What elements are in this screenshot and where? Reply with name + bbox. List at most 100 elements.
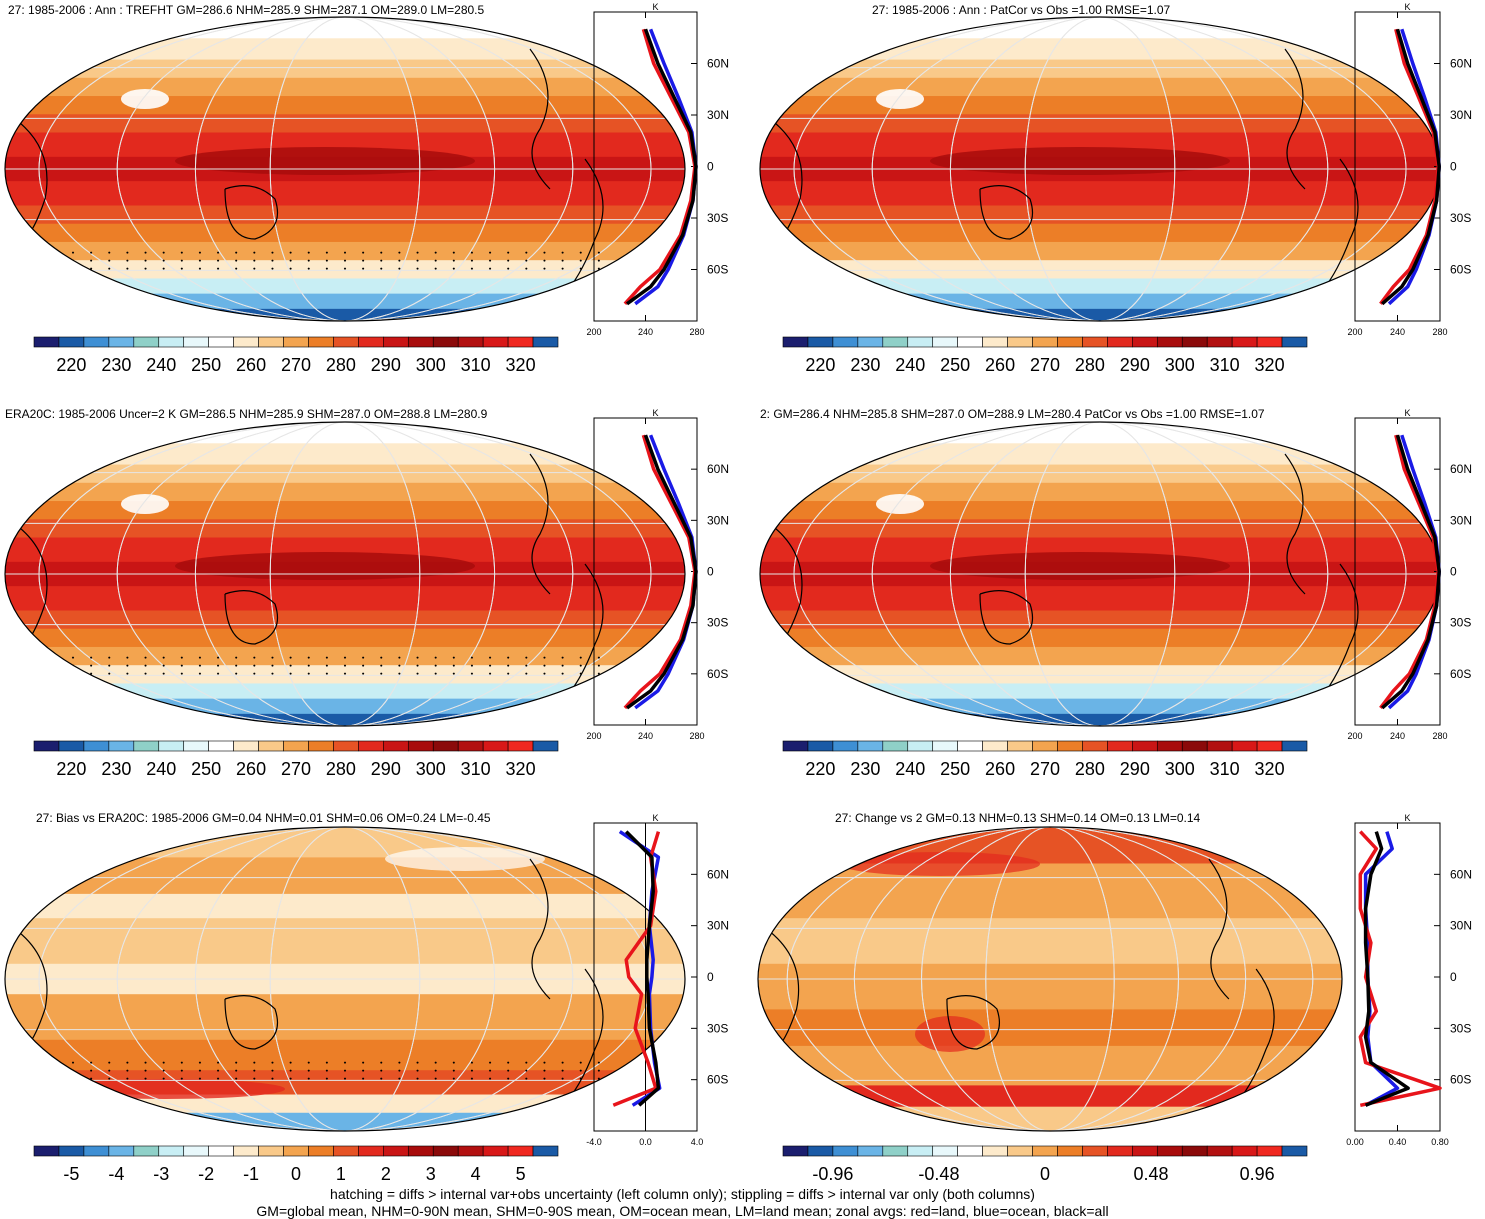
- x-tick-label: 0.80: [1431, 1137, 1449, 1147]
- colorbar-swatch: [932, 1145, 958, 1157]
- zonal-line-all: [625, 28, 698, 306]
- stipple-dot: [561, 259, 564, 262]
- colorbar-label: -0.96: [812, 1164, 853, 1184]
- colorbar-swatch: [58, 1145, 85, 1157]
- stipple-dot: [307, 259, 310, 262]
- colorbar-swatch: [308, 1145, 334, 1157]
- stipple-dot: [416, 664, 419, 667]
- stipple-dot: [198, 1069, 201, 1072]
- lat-label: 30N: [1450, 513, 1472, 527]
- colorbar-label: 230: [101, 759, 131, 779]
- stipple-dot: [344, 1069, 346, 1072]
- stipple-dot: [72, 1061, 74, 1064]
- stipple-dot: [126, 672, 129, 675]
- colorbar-label: 240: [895, 355, 925, 375]
- stipple-dot: [108, 1077, 111, 1080]
- stipple-dot: [597, 1077, 600, 1080]
- stipple-dot: [217, 267, 220, 270]
- stipple-dot: [126, 664, 129, 667]
- warm-pool: [930, 552, 1230, 580]
- stipple-dot: [108, 259, 111, 262]
- map-panel-4: [759, 421, 1441, 727]
- stipple-dot: [489, 656, 492, 659]
- stipple-dot: [362, 656, 365, 659]
- stipple-dot: [217, 672, 220, 675]
- map-band-1: [5, 443, 685, 466]
- colorbar-swatch: [457, 336, 484, 348]
- colorbar-swatch: [432, 740, 459, 752]
- zonal-plot-3: 60N 30N 0 30S 60S 200 240 280 K: [586, 408, 729, 741]
- meridian-6: [921, 827, 1179, 1131]
- stipple-dot: [434, 664, 437, 667]
- stipple-dot: [198, 656, 201, 659]
- stipple-dot: [561, 251, 564, 254]
- stipple-dot: [470, 259, 473, 262]
- map-band-2: [5, 893, 685, 920]
- map-band-12: [5, 260, 685, 280]
- colorbar-swatch: [158, 740, 185, 752]
- lat-label: 30N: [707, 513, 729, 527]
- stipple-dot: [489, 259, 492, 262]
- stipple-dot: [561, 1061, 564, 1064]
- colorbar-swatch: [1032, 1145, 1058, 1157]
- lat-label: 0: [707, 160, 714, 174]
- colorbar-label: -0.48: [918, 1164, 959, 1184]
- lat-label: 60N: [1450, 57, 1472, 71]
- panel-title-1: 27: 1985-2006 : Ann : TREFHT GM=286.6 NH…: [8, 3, 485, 17]
- stipple-dot: [489, 664, 492, 667]
- stipple-dot: [525, 267, 528, 270]
- x-tick-label: 240: [1390, 731, 1405, 741]
- colorbar-swatch: [457, 1145, 484, 1157]
- stipple-dot: [452, 1069, 455, 1072]
- stipple-dot: [162, 672, 165, 675]
- stipple-dot: [325, 1061, 328, 1064]
- zonal-units: K: [652, 408, 658, 418]
- stipple-dot: [289, 267, 292, 270]
- lat-label: 30N: [1450, 108, 1472, 122]
- colorbar-label: 230: [850, 759, 880, 779]
- colorbar-swatch: [1132, 336, 1158, 348]
- stipple-dot: [289, 1077, 292, 1080]
- colorbar-swatch: [982, 740, 1008, 752]
- colorbar-label: 240: [146, 355, 176, 375]
- tibet-plateau: [876, 89, 924, 109]
- stipple-dot: [253, 1077, 256, 1080]
- colorbar-label: 260: [236, 355, 266, 375]
- stipple-dot: [470, 1077, 473, 1080]
- stipple-dot: [198, 1061, 201, 1064]
- colorbar-swatch: [108, 740, 135, 752]
- zonal-units: K: [652, 2, 658, 12]
- stipple-dot: [180, 656, 183, 659]
- stipple-dot: [271, 1077, 274, 1080]
- stipple-dot: [380, 1061, 383, 1064]
- colorbar-swatch: [283, 336, 309, 348]
- stipple-dot: [380, 664, 383, 667]
- stipple-dot: [525, 1077, 528, 1080]
- map-band-5: [5, 519, 685, 539]
- map-band-11: [760, 241, 1440, 262]
- coastline-2: [979, 590, 1034, 645]
- stipple-dot: [253, 672, 256, 675]
- stipple-dot: [307, 251, 310, 254]
- stipple-dot: [597, 656, 600, 659]
- stipple-dot: [344, 1061, 346, 1064]
- colorbar-swatch: [1181, 336, 1208, 348]
- lat-label: 30S: [707, 616, 728, 630]
- stipple-dot: [362, 1069, 365, 1072]
- meridian-8: [793, 422, 1407, 726]
- stipple-dot: [289, 259, 292, 262]
- australia-warming: [915, 1016, 985, 1052]
- stipple-dot: [90, 664, 93, 667]
- map-band-2: [760, 464, 1440, 484]
- colorbar-swatch: [283, 1145, 309, 1157]
- colorbar-swatch: [333, 740, 359, 752]
- stipple-dot: [198, 267, 201, 270]
- stipple-dot: [307, 656, 310, 659]
- colorbar-swatch: [1231, 1145, 1258, 1157]
- colorbar-swatch: [407, 740, 434, 752]
- map-band-4: [760, 96, 1440, 116]
- colorbar-swatch: [383, 1145, 409, 1157]
- stipple-dot: [452, 267, 455, 270]
- colorbar-swatch: [457, 740, 484, 752]
- stipple-dot: [380, 251, 383, 254]
